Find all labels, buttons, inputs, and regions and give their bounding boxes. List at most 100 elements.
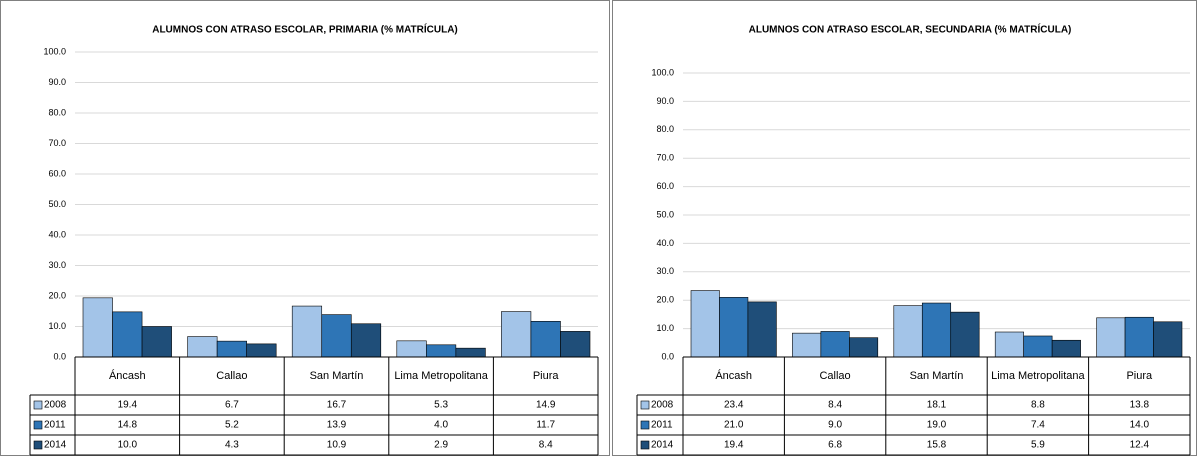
bar xyxy=(994,331,1024,358)
data-label: 12.4 xyxy=(1130,440,1150,451)
legend-swatch xyxy=(640,420,650,430)
y-tick-label: 70.0 xyxy=(656,153,674,163)
x-tick-label: Piura xyxy=(532,370,559,382)
bar xyxy=(396,340,427,358)
x-category: Áncash xyxy=(108,370,146,382)
bar xyxy=(1153,321,1183,358)
x-category: San Martín xyxy=(309,370,364,382)
data-label: 14.8 xyxy=(118,420,138,431)
bar xyxy=(690,290,720,358)
legend-swatch xyxy=(33,440,43,450)
x-tick-label: Áncash xyxy=(715,370,753,382)
y-tick-label: 50.0 xyxy=(656,209,674,219)
data-label: 19.4 xyxy=(724,440,744,451)
chart-title: ALUMNOS CON ATRASO ESCOLAR, PRIMARIA (% … xyxy=(152,23,458,36)
legend-label: 2008 xyxy=(651,400,674,411)
y-tick-label: 10.0 xyxy=(48,321,66,331)
y-tick-label: 90.0 xyxy=(48,77,66,87)
legend-swatch xyxy=(640,440,650,450)
legend-label: 2014 xyxy=(44,440,67,451)
x-category: Piura xyxy=(1126,370,1153,382)
data-label: 8.4 xyxy=(539,440,553,451)
legend-swatch xyxy=(640,400,650,410)
y-tick-label: 60.0 xyxy=(48,168,66,178)
bar xyxy=(1124,316,1154,358)
y-tick-label: 90.0 xyxy=(656,96,674,106)
y-tick-label: 30.0 xyxy=(48,260,66,270)
data-label: 14.9 xyxy=(536,400,556,411)
x-tick-label: San Martín xyxy=(309,370,364,382)
data-label: 10.9 xyxy=(327,440,347,451)
y-tick-label: 50.0 xyxy=(48,199,66,209)
data-label: 8.4 xyxy=(828,400,842,411)
y-tick-label: 80.0 xyxy=(48,107,66,117)
y-tick-label: 100.0 xyxy=(43,46,66,56)
bar xyxy=(921,302,952,358)
bar xyxy=(321,314,352,358)
data-label: 13.8 xyxy=(1130,400,1150,411)
bar xyxy=(455,347,486,358)
y-tick-label: 10.0 xyxy=(656,323,674,333)
data-label: 5.9 xyxy=(1031,440,1045,451)
legend-swatch xyxy=(33,420,43,430)
legend-label: 2011 xyxy=(44,420,66,431)
y-tick-label: 70.0 xyxy=(48,138,66,148)
x-category: Lima Metropolitana xyxy=(394,370,488,382)
data-label: 8.8 xyxy=(1031,400,1045,411)
data-label: 16.7 xyxy=(327,400,347,411)
bar xyxy=(530,321,561,358)
data-label: 23.4 xyxy=(724,400,744,411)
x-category: San Martín xyxy=(909,370,964,382)
x-category: Callao xyxy=(819,370,851,382)
bar xyxy=(187,336,218,358)
data-label: 15.8 xyxy=(927,440,947,451)
bar xyxy=(893,305,923,358)
bar xyxy=(82,297,113,358)
y-tick-label: 0.0 xyxy=(661,351,674,361)
x-tick-label: San Martín xyxy=(909,370,964,382)
data-label: 10.0 xyxy=(118,440,138,451)
bar xyxy=(792,332,822,358)
bar xyxy=(950,311,980,358)
data-label: 6.8 xyxy=(828,440,842,451)
data-label: 5.2 xyxy=(225,420,239,431)
data-label: 21.0 xyxy=(724,420,744,431)
legend-label: 2014 xyxy=(651,440,674,451)
y-tick-label: 0.0 xyxy=(53,351,66,361)
bar xyxy=(1051,339,1081,358)
bar xyxy=(216,340,247,358)
bar xyxy=(719,297,749,358)
x-category: Lima Metropolitana xyxy=(991,370,1085,382)
data-label: 5.3 xyxy=(434,400,448,411)
bar xyxy=(141,326,172,358)
data-label: 9.0 xyxy=(828,420,842,431)
bar xyxy=(112,311,143,358)
x-category: Áncash xyxy=(715,370,753,382)
y-tick-label: 40.0 xyxy=(48,229,66,239)
x-tick-label: Áncash xyxy=(108,370,146,382)
y-tick-label: 20.0 xyxy=(656,295,674,305)
data-label: 18.1 xyxy=(927,400,947,411)
data-label: 7.4 xyxy=(1031,420,1045,431)
bar xyxy=(501,311,532,358)
bar xyxy=(820,331,850,358)
bar xyxy=(246,343,277,358)
bar xyxy=(350,323,382,358)
bar xyxy=(560,331,591,358)
data-label: 13.9 xyxy=(327,420,347,431)
x-tick-label: Piura xyxy=(1126,370,1153,382)
data-label: 6.7 xyxy=(225,400,239,411)
data-label: 4.0 xyxy=(434,420,448,431)
y-tick-label: 100.0 xyxy=(651,67,674,77)
bar xyxy=(1023,335,1053,358)
data-label: 14.0 xyxy=(1130,420,1150,431)
x-tick-label: Callao xyxy=(216,370,248,382)
data-label: 4.3 xyxy=(225,440,239,451)
x-tick-label: Callao xyxy=(819,370,851,382)
bar xyxy=(747,301,777,358)
y-tick-label: 60.0 xyxy=(656,181,674,191)
bar xyxy=(291,305,323,358)
data-label: 11.7 xyxy=(536,420,555,431)
bar xyxy=(1096,317,1126,358)
